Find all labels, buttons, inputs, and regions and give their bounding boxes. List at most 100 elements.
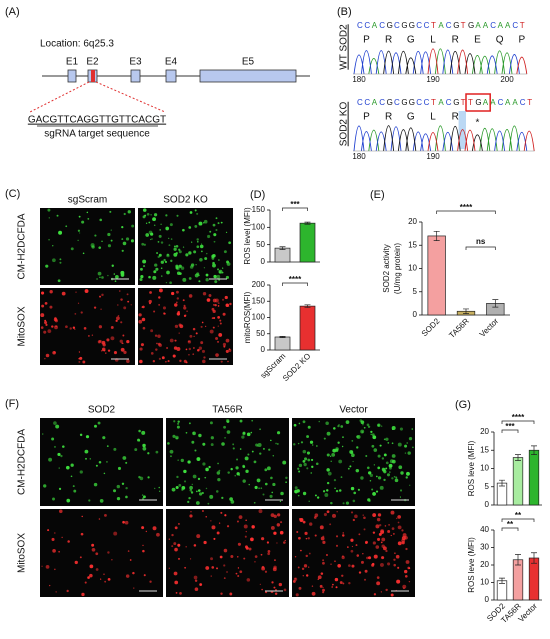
cell [390,593,394,597]
cell [405,560,410,564]
location: Location: 6q25.3 [40,39,114,50]
microscopy-image [166,509,289,597]
cell [331,585,333,588]
cell [138,319,143,324]
significance-bracket [465,246,496,250]
cell [47,329,52,334]
error-bar [304,304,311,308]
cell [121,482,125,486]
cell [385,437,389,441]
cell [172,354,176,358]
cell [45,565,50,569]
cell [391,527,395,530]
bar [299,305,316,351]
cell [59,258,62,261]
cell [236,458,238,461]
cell [192,474,197,479]
cell [234,474,237,477]
cell [261,537,265,541]
cell [170,259,173,263]
row-label: CM-H2DCFDA [17,213,28,279]
cell [41,304,45,308]
cell [408,567,411,570]
cell [295,593,299,597]
cell [201,349,206,353]
cell [142,265,146,268]
cell [131,224,135,228]
cell [143,495,146,499]
cell [326,510,330,514]
cell [259,452,262,455]
y-tick-label: 10 [480,464,489,473]
cell [166,347,169,350]
cell [178,332,180,334]
cell [340,476,343,479]
cell [81,592,85,597]
row-label: MitoSOX [17,533,28,573]
cell [70,247,74,251]
cell [351,453,355,458]
cell [174,547,178,552]
cell [179,591,182,595]
cell [189,265,194,269]
cell [259,428,261,431]
cell [223,250,227,254]
cell [378,532,382,536]
cell [305,537,308,540]
cell [53,351,56,354]
cell [312,444,314,446]
cell [381,544,385,548]
cell [148,221,151,224]
cell [197,489,201,492]
cell [393,475,396,478]
cell [221,271,224,274]
mutation-box [465,93,491,112]
cell [154,487,156,490]
cell [330,501,333,505]
cell [65,225,68,228]
cell [217,325,219,327]
cell [171,487,176,492]
significance-label: ** [507,520,514,529]
cell [229,592,233,596]
cell [75,291,77,293]
cell [322,559,325,562]
cell [202,442,206,446]
cell [322,540,326,544]
cell [127,210,131,214]
cell [262,493,265,496]
cell [61,291,66,296]
cell [106,338,110,342]
cell [254,561,256,563]
cell [82,252,85,255]
cell [335,489,339,493]
cell [264,591,268,594]
cell [194,209,197,212]
cell [342,532,345,534]
significance-label: **** [289,275,302,284]
cell [351,439,354,442]
position-label: 190 [426,152,440,161]
cell [97,340,101,344]
cell [239,448,242,450]
y-tick-label: 50 [256,240,265,249]
cell [381,457,385,460]
cell [208,465,211,469]
cell [388,463,393,468]
cell [356,554,360,557]
cell [294,486,298,490]
cell [205,487,208,490]
cell [303,564,308,568]
cell [130,304,132,306]
cell [376,576,380,579]
cell [195,490,198,493]
cell [223,345,226,348]
cell [125,574,130,578]
cell [309,440,314,444]
cell [245,530,247,533]
cell [153,224,156,227]
cell [397,525,402,530]
cell [395,554,400,559]
cell [385,467,388,470]
cell [72,326,76,329]
